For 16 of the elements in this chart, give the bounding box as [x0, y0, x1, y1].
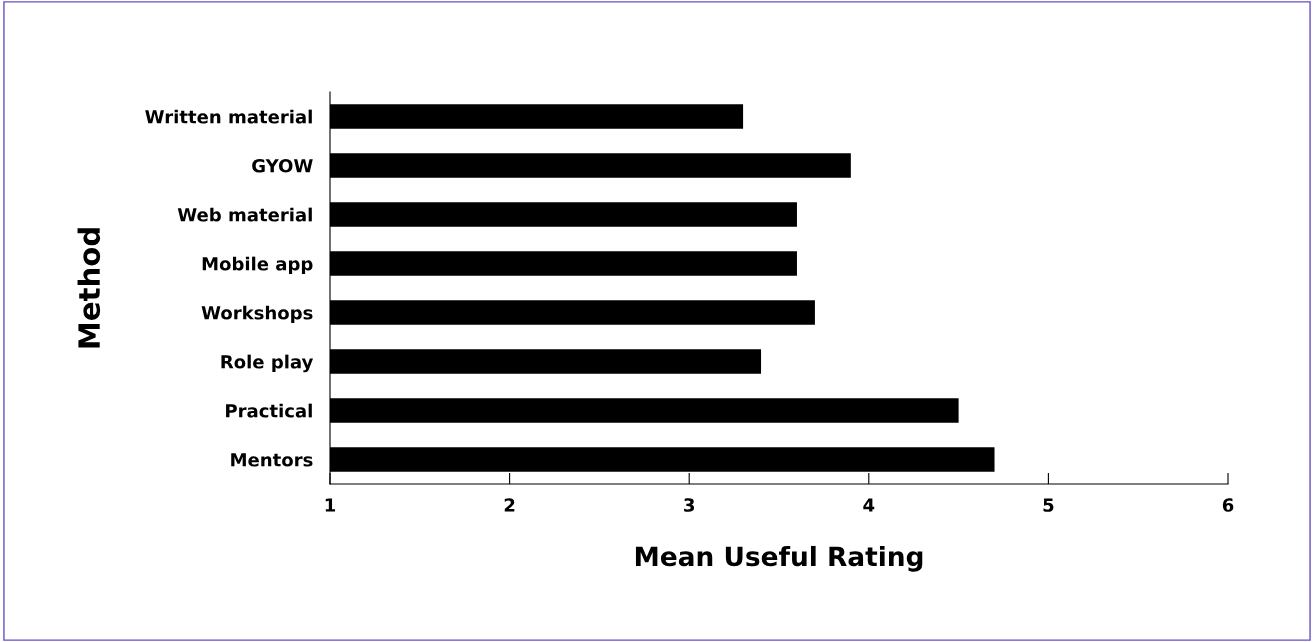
y-tick-label: Mobile app	[202, 256, 313, 275]
x-tick-label: 6	[1222, 498, 1234, 512]
x-tick-label: 2	[504, 498, 515, 512]
y-tick-label: Practical	[226, 403, 312, 418]
x-tick-label: 1	[325, 498, 336, 512]
x-tick-label: 4	[863, 498, 875, 512]
y-axis-title: Method	[77, 228, 101, 348]
y-tick-label: GYOW	[252, 158, 313, 173]
y-tick-label: Mentors	[231, 453, 313, 467]
x-tick-label: 3	[684, 498, 695, 512]
x-axis-title: Mean Useful Rating	[635, 545, 923, 572]
y-tick-label: Written material	[145, 109, 312, 124]
y-tick-label: Role play	[221, 354, 313, 373]
x-tick-label: 5	[1043, 498, 1054, 512]
y-tick-label: Web material	[177, 207, 312, 222]
y-tick-label: Workshops	[201, 305, 313, 324]
